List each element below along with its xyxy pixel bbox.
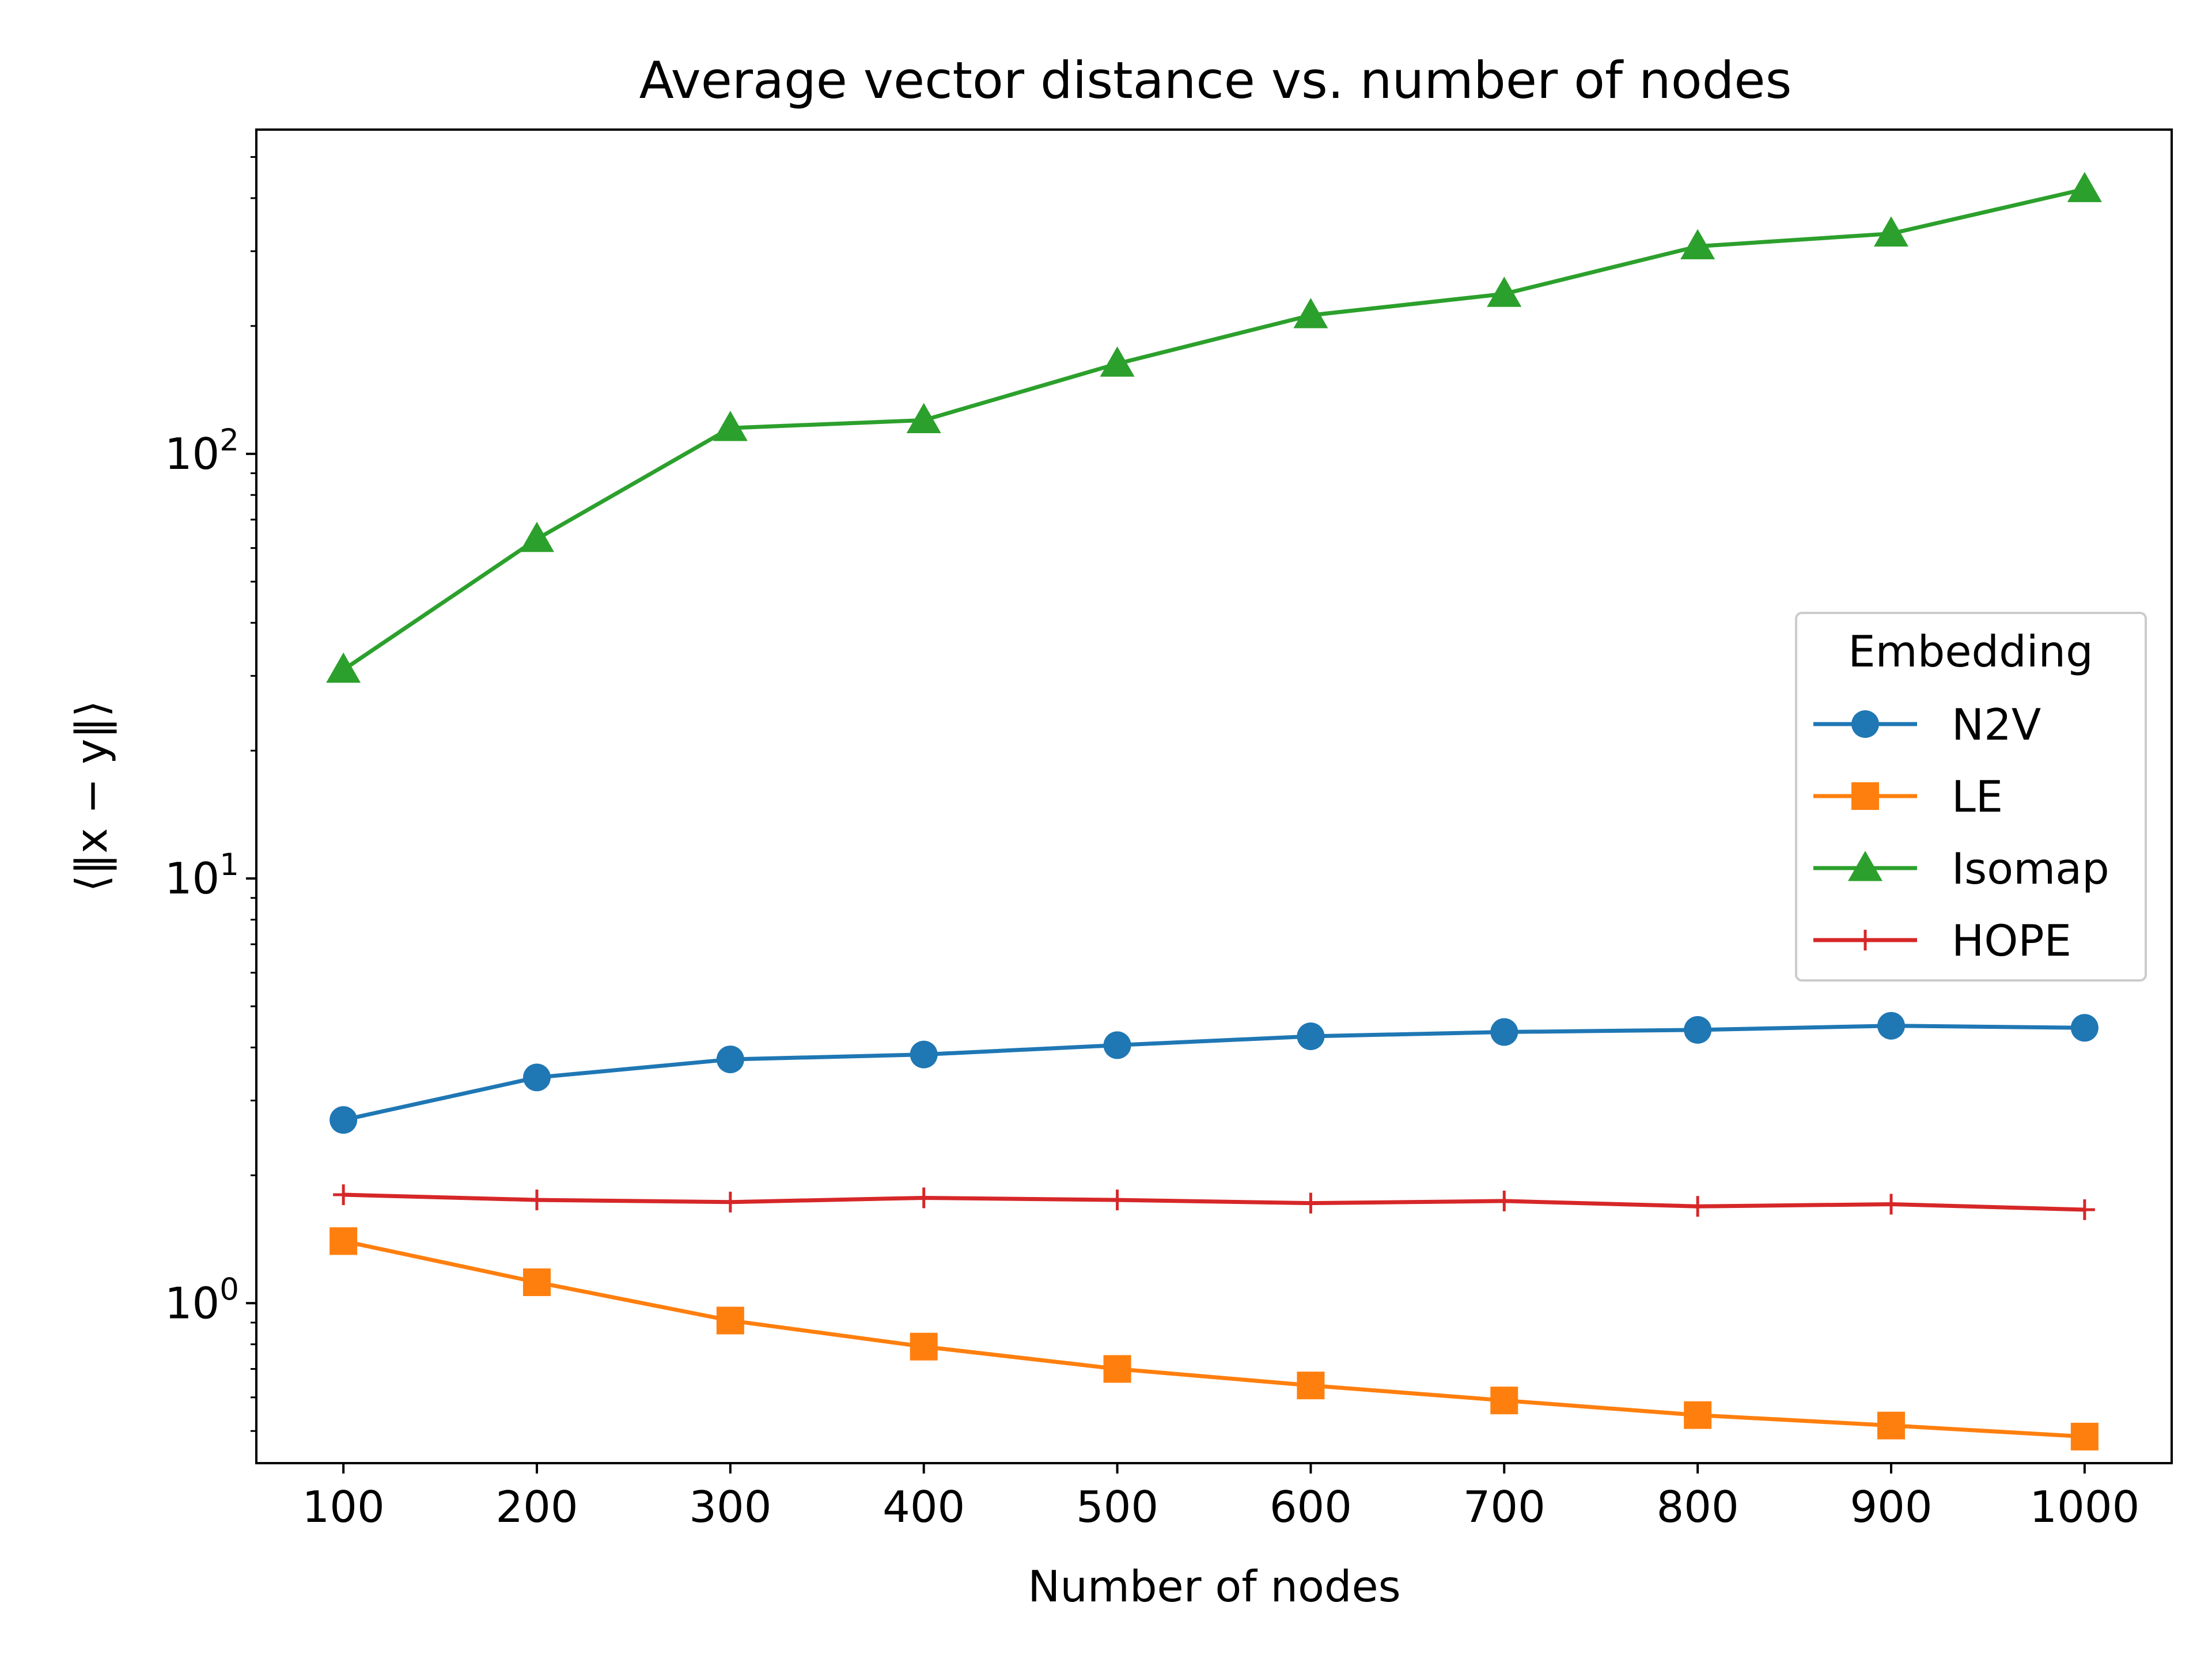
x-tick-label: 700 xyxy=(1463,1482,1546,1532)
n2v-point xyxy=(1877,1012,1906,1040)
legend: Embedding N2V LE Isomap HOPE xyxy=(1795,612,2147,982)
legend-item-isomap: Isomap xyxy=(1813,843,2109,894)
x-tick-label: 1000 xyxy=(2029,1482,2139,1532)
le-point xyxy=(329,1227,358,1255)
le-point xyxy=(1877,1411,1906,1440)
le-point xyxy=(1297,1372,1325,1400)
le-line xyxy=(343,1239,2085,1439)
isomap-line xyxy=(342,187,2085,672)
plot-frame xyxy=(255,128,2173,1464)
x-axis-label: Number of nodes xyxy=(1028,1561,1401,1612)
legend-swatch-marker xyxy=(1851,710,1879,738)
n2v-point xyxy=(522,1063,551,1092)
isomap-point xyxy=(2067,172,2102,202)
x-tick-label: 600 xyxy=(1270,1482,1352,1532)
n2v-point xyxy=(910,1040,938,1069)
isomap-point xyxy=(1680,229,1715,260)
legend-label: Isomap xyxy=(1952,843,2109,894)
x-tick-label: 900 xyxy=(1850,1482,1932,1532)
x-axis: 100 200 300 400 500 600 700 800 900 1000 xyxy=(302,1463,2139,1532)
n2v-point xyxy=(2070,1014,2099,1042)
n2v-point xyxy=(329,1106,358,1134)
x-tick-label: 100 xyxy=(302,1482,385,1532)
hope-point xyxy=(719,1191,741,1213)
le-point xyxy=(716,1306,744,1335)
x-tick-label: 800 xyxy=(1657,1482,1739,1532)
le-point xyxy=(910,1332,938,1361)
n2v-point xyxy=(1490,1018,1518,1046)
legend-item-n2v: N2V xyxy=(1813,699,2041,750)
y-axis: 100 101 102 xyxy=(165,156,256,1432)
y-axis-label: ⟨‖x − y‖⟩ xyxy=(66,700,117,892)
x-tick-label: 300 xyxy=(689,1482,771,1532)
chart-title: Average vector distance vs. number of no… xyxy=(639,51,1792,110)
le-point xyxy=(522,1268,551,1296)
isomap-point xyxy=(1487,276,1522,307)
hope-point xyxy=(1494,1190,1515,1211)
series-hope xyxy=(333,1184,2095,1220)
isomap-point xyxy=(906,403,941,433)
hope-point xyxy=(333,1184,354,1206)
y-tick-label: 102 xyxy=(165,423,239,479)
isomap-point xyxy=(326,652,361,683)
n2v-point xyxy=(1684,1016,1712,1044)
le-point xyxy=(1684,1401,1712,1429)
hope-point xyxy=(1107,1190,1128,1211)
plot-series xyxy=(326,172,2102,1450)
y-tick-label: 101 xyxy=(165,847,239,904)
isomap-point xyxy=(1100,346,1135,377)
legend-swatch-marker xyxy=(1855,930,1876,950)
legend-box xyxy=(1795,612,2147,982)
series-le xyxy=(329,1227,2099,1450)
n2v-line xyxy=(343,1024,2085,1122)
legend-item-hope: HOPE xyxy=(1813,915,2071,966)
le-point xyxy=(2070,1422,2099,1450)
x-tick-label: 200 xyxy=(495,1482,578,1532)
isomap-point xyxy=(519,521,554,552)
n2v-point xyxy=(1297,1022,1325,1050)
legend-label: LE xyxy=(1952,771,2003,822)
hope-point xyxy=(1687,1196,1709,1217)
hope-point xyxy=(526,1190,547,1211)
n2v-point xyxy=(1103,1031,1131,1059)
legend-swatch-marker xyxy=(1848,851,1883,881)
hope-point xyxy=(913,1187,934,1209)
x-tick-label: 500 xyxy=(1076,1482,1158,1532)
hope-point xyxy=(1300,1192,1321,1214)
isomap-point xyxy=(1293,298,1328,328)
series-isomap xyxy=(326,172,2102,683)
legend-label: HOPE xyxy=(1952,915,2071,966)
isomap-point xyxy=(1874,216,1909,247)
x-tick-label: 400 xyxy=(882,1482,965,1532)
n2v-point xyxy=(716,1046,744,1074)
hope-line xyxy=(343,1192,2085,1212)
legend-title: Embedding xyxy=(1848,626,2093,677)
hope-point xyxy=(2074,1199,2095,1220)
le-point xyxy=(1490,1387,1518,1415)
y-tick-label: 100 xyxy=(165,1272,239,1328)
le-point xyxy=(1103,1355,1131,1383)
hope-point xyxy=(1881,1194,1902,1215)
legend-label: N2V xyxy=(1952,699,2041,750)
legend-swatch-marker xyxy=(1851,782,1879,810)
legend-item-le: LE xyxy=(1813,771,2003,822)
series-n2v xyxy=(329,1012,2099,1134)
isomap-point xyxy=(713,411,748,441)
